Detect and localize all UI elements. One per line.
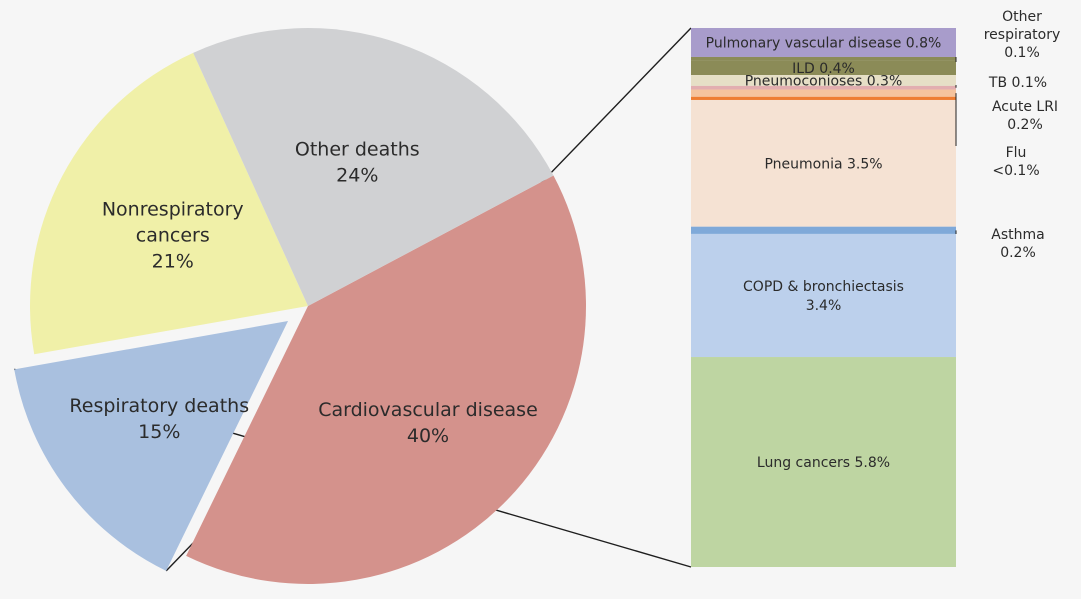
bar-label-pulmonary-vascular-disease-0-8: Pulmonary vascular disease 0.8% (706, 35, 942, 51)
pie-slice-cardiovascular-disease (186, 175, 587, 584)
bar-segment-pulmonary-vascular-disease-0-8 (691, 28, 956, 57)
pie-label-cardiovascular-disease: Cardiovascular disease 40% (318, 399, 538, 447)
bar-segment-flu-0-1 (691, 96, 956, 100)
bar-label-pneumoconioses-0-3: Pneumoconioses 0.3% (745, 73, 903, 89)
pie-slice-nonrespiratory-cancers (29, 52, 308, 355)
bar-segment-lung-cancers-5-8 (691, 357, 956, 567)
bar-outside-label-other-respiratory-0-1: Other respiratory 0.1% (984, 9, 1061, 61)
bar-segment-pneumonia-3-5 (691, 99, 956, 227)
pie-label-respiratory-deaths: Respiratory deaths 15% (69, 395, 249, 443)
bar-segment-tb-0-1 (691, 85, 956, 90)
bar-label-copd-bronchiectasis-3-4: COPD & bronchiectasis 3.4% (743, 279, 904, 314)
bar-segment-copd-bronchiectasis-3-4 (691, 233, 956, 358)
pie-chart: Cardiovascular disease 40% Respiratory dea… (14, 27, 587, 584)
bar-label-lung-cancers-5-8: Lung cancers 5.8% (757, 455, 890, 471)
pie-slice-other-deaths (193, 27, 554, 306)
pie-slice-respiratory-deaths (14, 321, 289, 571)
bar-outside-label-tb-0-1: TB 0.1% (988, 75, 1047, 91)
bar-label-ild-0-4: ILD 0.4% (792, 61, 855, 77)
pie-label-nonrespiratory-cancers: Nonrespiratory cancers 21% (102, 199, 244, 273)
bar-outside-label-flu-0-1: Flu <0.1% (992, 145, 1039, 179)
bar-outside-label-acute-lri-0-2: Acute LRI 0.2% (992, 99, 1058, 133)
bar-segment-ild-0-4 (691, 60, 956, 76)
bar-segment-pneumoconioses-0-3 (691, 75, 956, 86)
pie-label-other-deaths: Other deaths 24% (295, 138, 420, 186)
bar-segment-other-respiratory-0-1 (691, 56, 956, 61)
bar-segment-acute-lri-0-2 (691, 89, 956, 97)
bar-outside-label-asthma-0-2: Asthma 0.2% (991, 227, 1044, 261)
bar-label-pneumonia-3-5: Pneumonia 3.5% (764, 156, 882, 172)
bar-segment-asthma-0-2 (691, 226, 956, 234)
stacked-bar: Pulmonary vascular disease 0.8%ILD 0.4%P… (691, 9, 1060, 567)
